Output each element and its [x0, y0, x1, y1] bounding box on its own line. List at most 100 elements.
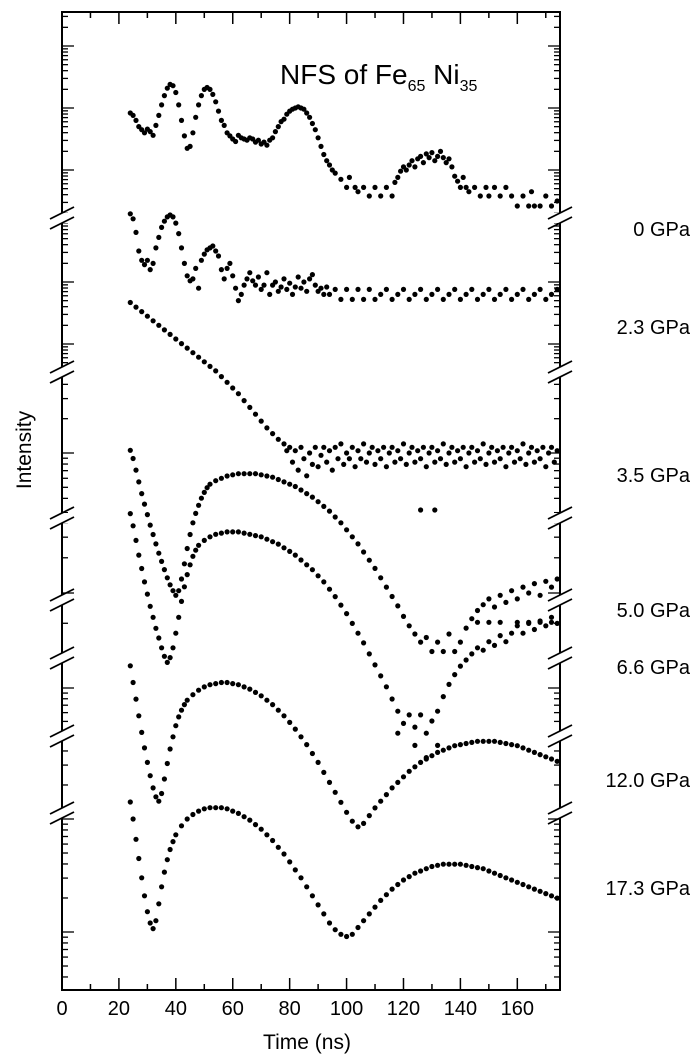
data-point — [452, 173, 458, 179]
data-point — [167, 846, 173, 853]
data-point — [161, 567, 167, 573]
data-point — [213, 478, 219, 484]
axis-break-slash — [547, 516, 573, 530]
data-point — [287, 859, 293, 865]
data-point — [469, 739, 475, 746]
data-point — [480, 441, 486, 447]
data-point — [400, 613, 407, 620]
data-point — [472, 184, 478, 190]
data-point — [418, 286, 424, 292]
data-point — [477, 193, 483, 199]
data-point — [398, 456, 404, 462]
data-point — [395, 174, 401, 180]
data-point — [392, 179, 398, 185]
data-point — [304, 473, 310, 479]
data-point — [548, 291, 555, 297]
data-point — [301, 106, 307, 112]
data-point — [460, 174, 466, 180]
data-point — [241, 684, 247, 690]
data-point — [233, 285, 239, 291]
data-point — [176, 102, 182, 108]
data-point — [150, 926, 156, 932]
data-point — [278, 284, 284, 290]
data-point — [355, 630, 361, 636]
data-point — [241, 471, 247, 477]
data-point — [435, 708, 441, 714]
data-point — [412, 164, 418, 170]
data-point — [412, 742, 418, 749]
data-point — [258, 418, 264, 424]
data-point — [304, 288, 310, 294]
data-point — [537, 618, 543, 624]
axis-break-gap — [52, 653, 72, 663]
data-point — [181, 584, 187, 590]
data-point — [221, 276, 227, 282]
data-point — [361, 549, 367, 555]
data-point — [418, 639, 424, 645]
data-point — [372, 904, 378, 910]
data-point — [159, 102, 165, 108]
pressure-label: 3.5 GPa — [617, 465, 691, 487]
data-point — [309, 272, 315, 278]
data-point — [389, 193, 395, 199]
data-point — [514, 623, 520, 629]
data-point — [537, 286, 543, 292]
data-point — [235, 529, 241, 535]
data-point — [395, 881, 401, 888]
data-point — [412, 764, 418, 770]
data-point — [483, 461, 489, 467]
data-point — [474, 738, 481, 744]
data-point — [457, 184, 463, 190]
data-point — [392, 459, 398, 465]
data-point — [307, 114, 313, 120]
data-point — [173, 336, 179, 342]
data-point — [543, 754, 549, 760]
data-point — [531, 749, 538, 756]
data-point — [159, 884, 165, 890]
data-point — [491, 296, 498, 302]
data-point — [178, 823, 185, 829]
data-point — [287, 719, 293, 726]
axis-break-slash — [49, 216, 75, 230]
data-point — [423, 730, 429, 736]
data-point — [170, 839, 176, 845]
data-point — [326, 920, 333, 926]
data-point — [349, 620, 355, 627]
data-point — [258, 534, 264, 540]
data-point — [523, 461, 529, 467]
data-point — [139, 875, 145, 881]
data-point — [315, 499, 321, 505]
data-point — [218, 530, 224, 536]
data-point — [383, 286, 389, 292]
data-point — [190, 276, 196, 282]
data-point — [159, 645, 165, 651]
data-point — [437, 456, 444, 462]
data-point — [383, 792, 389, 798]
data-point — [548, 203, 555, 209]
data-point — [415, 448, 421, 454]
data-point — [531, 459, 538, 465]
data-point — [133, 304, 139, 310]
data-point — [432, 507, 438, 513]
data-point — [270, 135, 276, 141]
x-tick-labels: 0 20 40 60 80 100 120 140 160 — [56, 998, 534, 1020]
data-point — [170, 588, 176, 594]
data-point — [141, 745, 148, 751]
data-point — [554, 198, 560, 204]
data-point — [332, 514, 338, 520]
data-point — [423, 464, 429, 470]
data-point — [281, 479, 287, 485]
data-point — [548, 893, 555, 899]
data-point — [531, 886, 538, 892]
data-point — [412, 291, 418, 297]
data-point — [531, 291, 538, 297]
data-point — [406, 623, 412, 629]
data-point — [489, 444, 495, 450]
data-point — [383, 184, 389, 190]
data-point — [491, 604, 498, 610]
data-point — [472, 459, 478, 465]
data-point — [156, 635, 162, 641]
data-point — [235, 471, 241, 477]
data-point — [164, 857, 170, 863]
data-point — [173, 220, 179, 226]
